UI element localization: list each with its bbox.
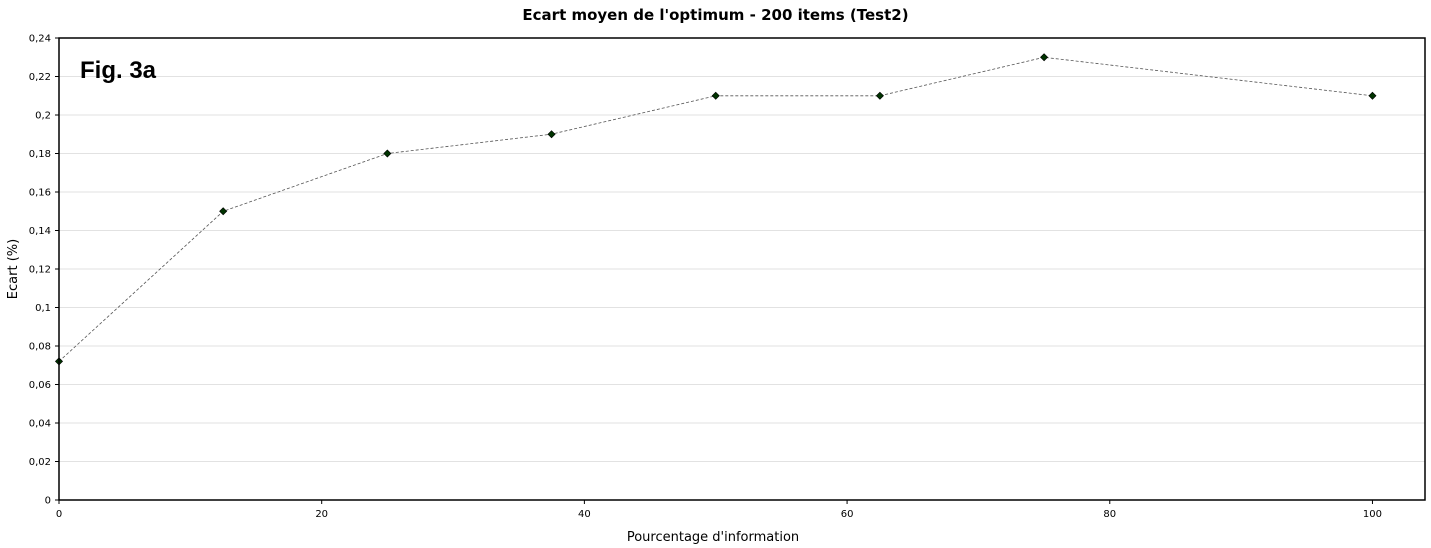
y-tick-label: 0,18: [29, 149, 51, 160]
data-point: [547, 130, 556, 139]
data-point: [383, 149, 392, 158]
y-tick-label: 0,24: [29, 34, 51, 45]
y-tick-label: 0,14: [29, 226, 51, 237]
x-tick-label: 40: [578, 509, 591, 520]
data-point: [875, 91, 884, 100]
y-tick-label: 0,08: [29, 342, 51, 353]
grid-lines: [59, 76, 1425, 462]
data-point: [711, 91, 720, 100]
data-markers: [54, 53, 1377, 366]
series-line: [58, 56, 1373, 362]
x-axis-label: Pourcentage d'information: [627, 530, 799, 545]
y-tick-label: 0,02: [29, 457, 51, 468]
y-tick-label: 0,12: [29, 265, 51, 276]
y-tick-label: 0,16: [29, 188, 51, 199]
y-tick-label: 0,04: [29, 419, 51, 430]
x-tick-label: 100: [1363, 509, 1382, 520]
y-axis-label: Ecart (%): [6, 239, 21, 299]
y-tick-label: 0,22: [29, 72, 51, 83]
x-tick-label: 20: [315, 509, 328, 520]
y-tick-label: 0,1: [35, 303, 51, 314]
y-tick-label: 0: [45, 496, 51, 507]
data-point: [1040, 53, 1049, 62]
series-polyline: [58, 56, 1373, 362]
chart-title: Ecart moyen de l'optimum - 200 items (Te…: [522, 6, 909, 24]
x-tick-label: 60: [841, 509, 854, 520]
x-tick-label: 80: [1103, 509, 1116, 520]
data-point: [1368, 91, 1377, 100]
y-axis-ticks: 0 0,02 0,04 0,06 0,08 0,1 0,12 0,14 0,16 0,18 0,2 0…: [29, 34, 59, 507]
data-point: [219, 207, 228, 216]
figure-label: Fig. 3a: [80, 57, 157, 84]
y-tick-label: 0,2: [35, 111, 51, 122]
x-axis-ticks: 0 20 40 60 80 100: [56, 500, 1382, 520]
y-tick-label: 0,06: [29, 380, 51, 391]
x-tick-label: 0: [56, 509, 62, 520]
